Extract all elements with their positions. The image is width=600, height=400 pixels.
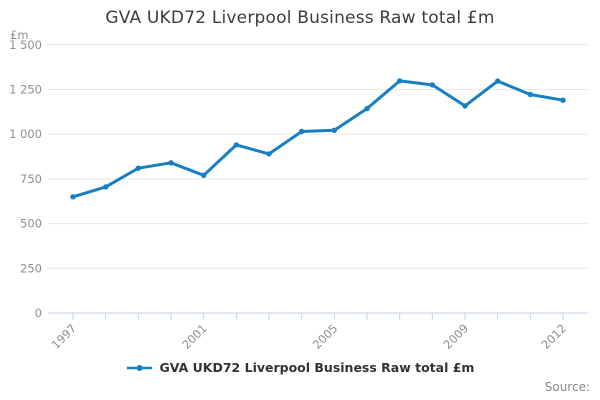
data-point-marker (201, 172, 207, 178)
data-point-marker (233, 142, 239, 148)
data-point-marker (299, 128, 305, 135)
data-point-marker (560, 97, 566, 103)
legend-label: GVA UKD72 Liverpool Business Raw total £… (159, 360, 475, 375)
y-tick-label: 1 250 (9, 83, 42, 97)
data-point-marker (397, 78, 403, 84)
data-point-marker (103, 184, 109, 190)
y-tick-label: 750 (20, 172, 42, 186)
x-tick-label: 2001 (179, 321, 210, 352)
legend-line-marker-icon (126, 364, 152, 371)
x-tick-label: 1997 (49, 321, 80, 352)
data-point-marker (527, 91, 533, 98)
x-tick-label: 2012 (539, 321, 570, 352)
data-line (71, 79, 565, 199)
data-point-marker (135, 165, 141, 171)
y-tick-label: 0 (35, 306, 42, 320)
data-point-marker (168, 160, 174, 166)
data-point-marker (364, 105, 370, 112)
data-point-marker (70, 194, 76, 200)
y-tick-label: 1 500 (9, 38, 42, 52)
data-point-marker (495, 78, 501, 84)
y-tick-label: 1 000 (9, 127, 42, 141)
y-tick-label: 250 (20, 261, 42, 275)
x-tick-label: 2005 (310, 321, 341, 352)
data-point-marker (429, 82, 435, 88)
data-point-marker (462, 103, 468, 109)
source-label: Source: (544, 380, 590, 394)
legend[interactable]: GVA UKD72 Liverpool Business Raw total £… (0, 360, 600, 375)
line-chart-plot-area: 0 250 500 750 1 000 1 250 1 500 1997 2001 2005 200… (9, 38, 588, 352)
data-point-marker (266, 151, 272, 157)
y-tick-label: 500 (20, 217, 42, 231)
y-axis-unit-label: £m (10, 28, 29, 42)
x-tick-label: 2009 (441, 321, 472, 352)
chart-title: GVA UKD72 Liverpool Business Raw total £… (105, 8, 495, 28)
data-point-marker (331, 127, 337, 133)
